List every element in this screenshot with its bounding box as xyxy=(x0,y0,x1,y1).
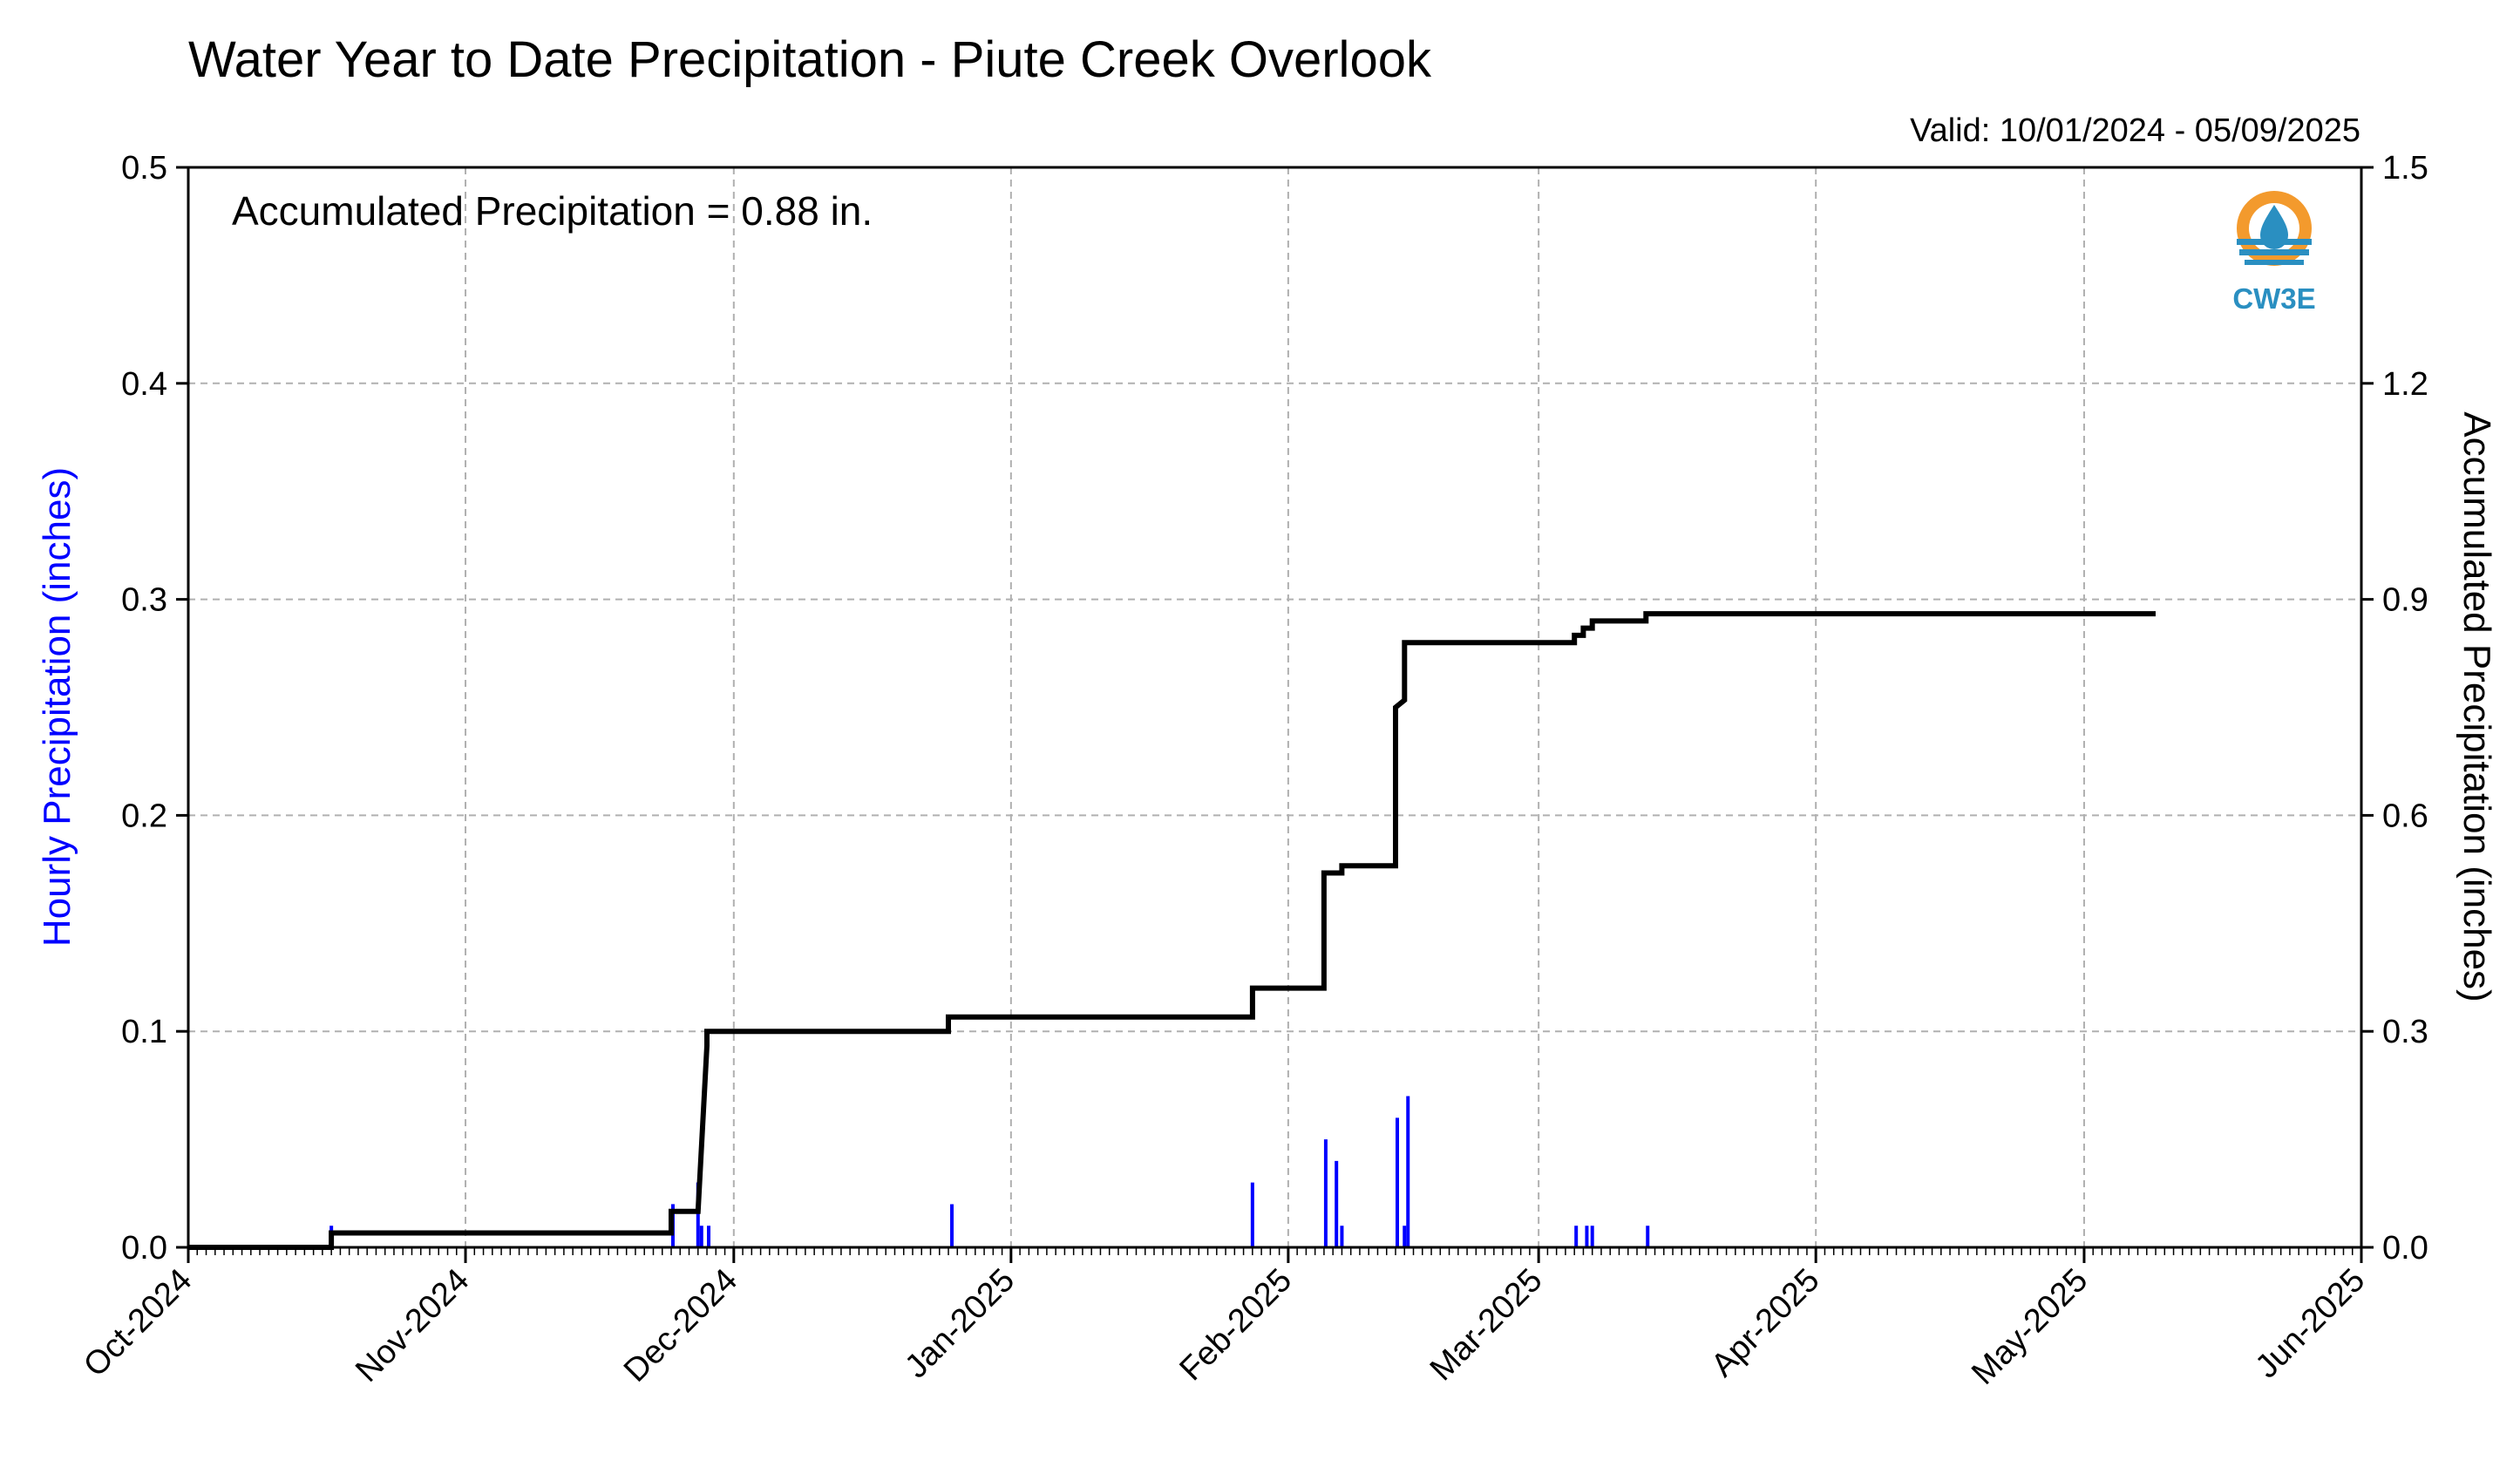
chart-title: Water Year to Date Precipitation - Piute… xyxy=(188,31,1432,88)
axis-ticks xyxy=(176,166,2374,1263)
left-y-tick-label: 0.1 xyxy=(121,1014,167,1050)
x-tick-labels: Oct-2024 Nov-2024 Dec-2024 Jan-2025 Feb-2025… xyxy=(77,1262,2372,1392)
right-y-tick-label: 1.5 xyxy=(2382,150,2428,187)
valid-date-range: Valid: 10/01/2024 - 05/09/2025 xyxy=(1910,112,2360,149)
x-tick-label: Feb-2025 xyxy=(1173,1262,1300,1389)
right-y-tick-label: 0.9 xyxy=(2382,582,2428,619)
plot-frame xyxy=(187,166,2363,1249)
x-tick-label: Oct-2024 xyxy=(77,1262,199,1384)
left-y-axis-label: Hourly Precipitation (inches) xyxy=(36,467,78,947)
left-y-tick-label: 0.3 xyxy=(121,582,167,619)
x-tick-label: May-2025 xyxy=(1965,1262,2095,1392)
hourly-precipitation-bars xyxy=(329,1096,1650,1247)
cw3e-logo: CW3E xyxy=(2232,191,2316,315)
grid-lines xyxy=(188,167,2361,1247)
right-y-axis-label: Accumulated Precipitation (inches) xyxy=(2455,411,2498,1002)
x-tick-label: Nov-2024 xyxy=(349,1262,476,1389)
logo-text: CW3E xyxy=(2232,282,2315,315)
x-tick-label: Jun-2025 xyxy=(2249,1262,2373,1386)
right-y-tick-label: 0.0 xyxy=(2382,1230,2428,1267)
x-tick-label: Jan-2025 xyxy=(898,1262,1022,1386)
water-drop-sun-icon xyxy=(2237,191,2312,266)
x-tick-label: Mar-2025 xyxy=(1423,1262,1550,1389)
right-y-tick-labels: 0.0 0.3 0.6 0.9 1.2 1.5 xyxy=(2382,150,2428,1267)
left-y-tick-label: 0.5 xyxy=(121,150,167,187)
right-y-tick-label: 1.2 xyxy=(2382,366,2428,403)
x-tick-label: Dec-2024 xyxy=(617,1262,744,1389)
left-y-tick-label: 0.2 xyxy=(121,798,167,834)
left-y-tick-labels: 0.0 0.1 0.2 0.3 0.4 0.5 xyxy=(121,150,167,1267)
right-y-tick-label: 0.3 xyxy=(2382,1014,2428,1050)
accumulated-precipitation-line xyxy=(188,611,2156,1250)
left-y-tick-label: 0.0 xyxy=(121,1230,167,1267)
x-tick-label: Apr-2025 xyxy=(1704,1262,1826,1384)
right-y-tick-label: 0.6 xyxy=(2382,798,2428,834)
accumulated-annotation: Accumulated Precipitation = 0.88 in. xyxy=(232,188,873,234)
accumulated-step-line xyxy=(188,611,2156,1250)
left-y-tick-label: 0.4 xyxy=(121,366,167,403)
